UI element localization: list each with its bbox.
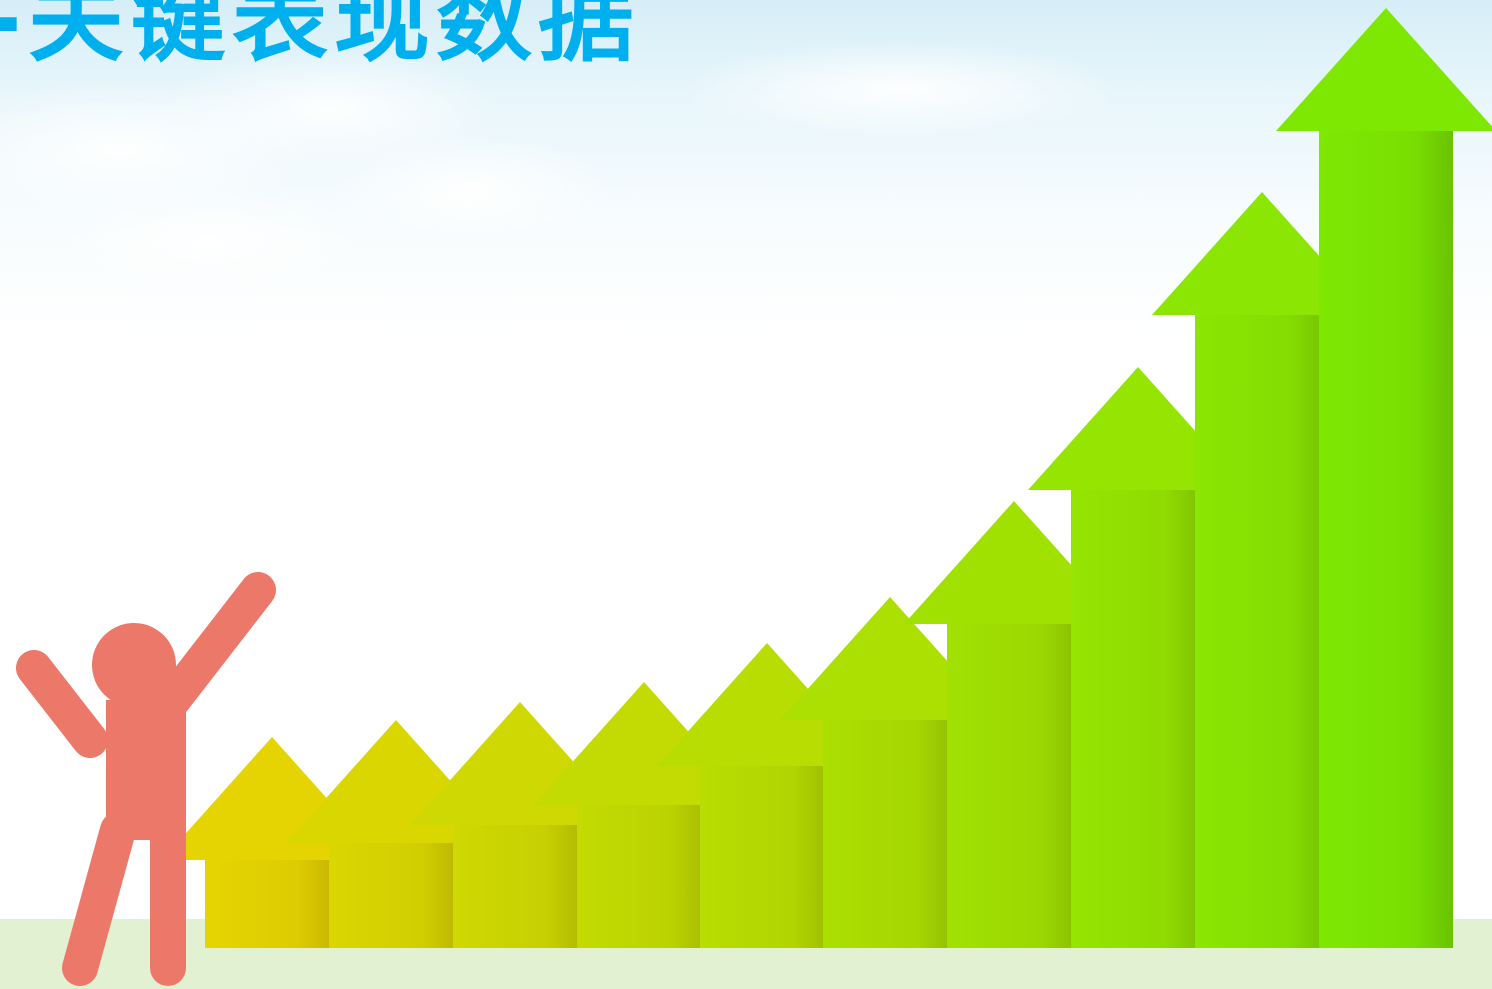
up-arrow-icon	[534, 682, 754, 948]
arrow-group	[162, 8, 1492, 948]
up-arrow-icon	[904, 501, 1124, 948]
arrow-shading	[823, 720, 957, 948]
up-arrow-icon	[1152, 192, 1372, 948]
arrow-head	[1276, 8, 1492, 131]
arrow-head	[657, 643, 877, 766]
arrow-head	[1028, 367, 1248, 490]
arrow-head	[780, 597, 1000, 720]
cheering-person-icon	[16, 572, 276, 986]
arrow-shading	[205, 860, 339, 948]
arrow-shading	[1071, 490, 1205, 948]
up-arrow-icon	[286, 720, 506, 948]
up-arrow-icon	[657, 643, 877, 948]
sky-clouds	[0, 40, 1120, 290]
arrow-shading	[1195, 315, 1329, 948]
arrow-shading	[1319, 131, 1453, 948]
arrow-shading	[700, 766, 834, 948]
arrow-shading	[453, 825, 587, 948]
page-title: -关键表现数据	[0, 0, 640, 75]
arrow-shading	[577, 805, 711, 948]
up-arrow-icon	[780, 597, 1000, 948]
arrow-head	[1152, 192, 1372, 315]
arrow-shading	[947, 624, 1081, 948]
up-arrow-icon	[1276, 8, 1492, 948]
arrow-head	[904, 501, 1124, 624]
arrow-head	[534, 682, 754, 805]
up-arrow-icon	[1028, 367, 1248, 948]
arrow-shading	[329, 843, 463, 948]
